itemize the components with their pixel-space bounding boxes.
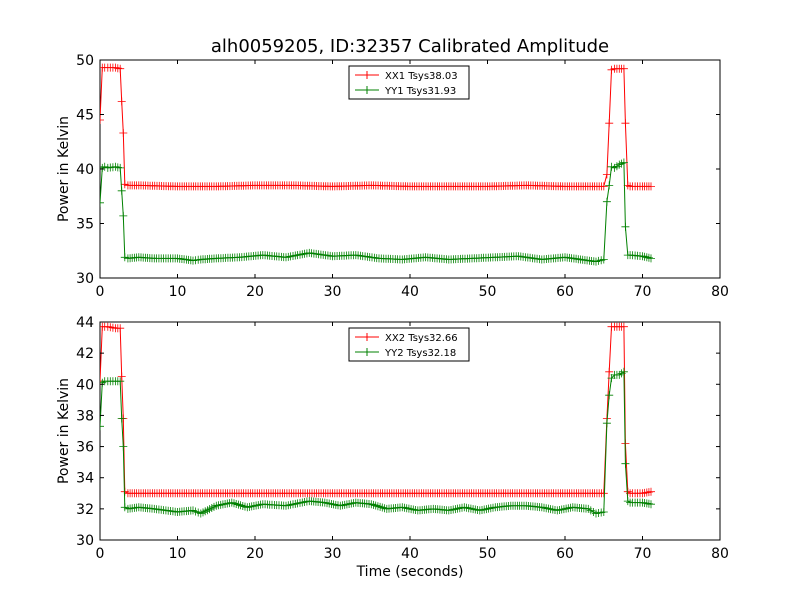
legend-marker (363, 348, 371, 356)
legend: XX2 Tsys32.66 YY2 Tsys32.18 (348, 327, 470, 362)
series-1 (100, 322, 655, 498)
legend-label: YY1 Tsys31.93 (384, 86, 456, 97)
x-tick-label: 10 (169, 546, 187, 562)
y-tick-label: 44 (76, 315, 94, 331)
legend: XX1 Tsys38.03 YY1 Tsys31.93 (348, 65, 470, 100)
y-tick-label: 35 (76, 217, 94, 233)
x-tick-label: 70 (634, 284, 652, 300)
y-tick-label: 45 (76, 108, 94, 124)
y-tick-label: 40 (76, 377, 94, 393)
x-tick-label: 40 (401, 284, 419, 300)
y-tick-label: 30 (76, 533, 94, 549)
x-tick-label: 50 (479, 546, 497, 562)
legend-label: YY2 Tsys32.18 (384, 348, 456, 359)
x-axis-label: Time (seconds) (356, 564, 464, 580)
x-tick-label: 60 (556, 546, 574, 562)
series-markers (100, 63, 655, 191)
y-axis-label: Power in Kelvin (56, 116, 72, 222)
x-tick-label: 10 (169, 284, 187, 300)
legend-entry: YY2 Tsys32.18 (355, 348, 456, 359)
series-markers (100, 367, 655, 518)
y-tick-label: 32 (76, 502, 94, 518)
legend-frame (348, 327, 470, 362)
x-tick-label: 60 (556, 284, 574, 300)
legend-entry: XX1 Tsys38.03 (355, 71, 458, 82)
x-tick-label: 50 (479, 284, 497, 300)
x-tick-label: 30 (324, 284, 342, 300)
figure-title: alh0059205, ID:32357 Calibrated Amplitud… (211, 36, 609, 57)
y-tick-label: 30 (76, 271, 94, 287)
y-tick-label: 38 (76, 408, 94, 424)
legend-entry: XX2 Tsys32.66 (355, 333, 458, 344)
legend-label: XX1 Tsys38.03 (385, 71, 458, 82)
plots: 0 10 20 30 40 50 60 70 80 30 35 40 45 50 Power in Kelv… (56, 53, 729, 580)
y-axis-label: Power in Kelvin (56, 378, 72, 484)
x-tick-label: 40 (401, 546, 419, 562)
x-tick-label: 20 (246, 284, 264, 300)
chart-2: 0 10 20 30 40 50 60 70 80 30 32 34 36 38 40 42 44 Power i… (56, 315, 729, 580)
x-tick-label: 30 (324, 546, 342, 562)
x-tick-label: 70 (634, 546, 652, 562)
legend-label: XX2 Tsys32.66 (385, 333, 458, 344)
y-tick-label: 36 (76, 440, 94, 456)
series-markers (100, 158, 655, 266)
y-tick-label: 40 (76, 162, 94, 178)
y-tick-label: 42 (76, 346, 94, 362)
legend-marker (363, 333, 371, 341)
series-2 (100, 367, 655, 518)
x-tick-label: 80 (711, 284, 729, 300)
legend-frame (348, 65, 470, 100)
x-tick-label: 80 (711, 546, 729, 562)
series-2 (100, 158, 655, 266)
series-markers (100, 322, 655, 498)
series-1 (100, 63, 655, 191)
legend-marker (363, 86, 371, 94)
legend-marker (363, 71, 371, 79)
chart-1: 0 10 20 30 40 50 60 70 80 30 35 40 45 50 Power in Kelv… (56, 53, 729, 300)
x-tick-label: 20 (246, 546, 264, 562)
legend-entry: YY1 Tsys31.93 (355, 86, 456, 97)
y-tick-label: 34 (76, 471, 94, 487)
y-tick-label: 50 (76, 53, 94, 69)
x-tick-label: 0 (96, 546, 105, 562)
x-tick-label: 0 (96, 284, 105, 300)
